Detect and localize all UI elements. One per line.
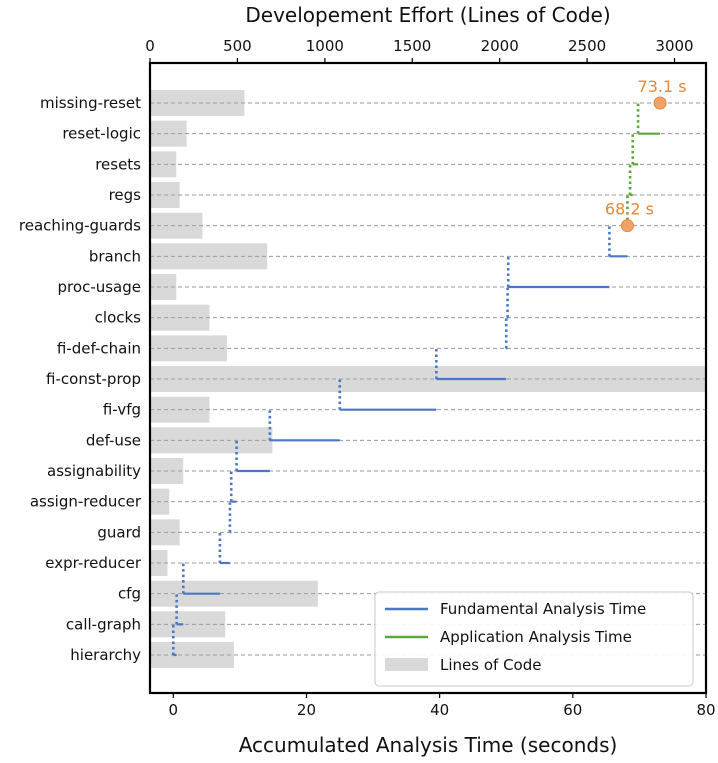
plot-frame [148, 61, 708, 695]
category-label-guard: guard [97, 523, 141, 541]
bottom-tick-label-60: 60 [563, 701, 582, 719]
category-label-clocks: clocks [95, 309, 142, 327]
category-labels-group: hierarchy call-graph cfg expr-reducer guard a… [19, 94, 142, 664]
category-label-expr-reducer: expr-reducer [45, 554, 142, 572]
legend-label-fundamental: Fundamental Analysis Time [440, 600, 646, 618]
bottom-tick-label-0: 0 [169, 701, 179, 719]
category-label-regs: regs [109, 186, 142, 204]
category-label-cfg: cfg [118, 585, 141, 603]
top-tick-label-500: 500 [223, 37, 252, 55]
loc-bar-def-use [150, 427, 273, 454]
category-label-call-graph: call-graph [66, 615, 141, 633]
top-tick-label-1000: 1000 [306, 37, 344, 55]
category-label-assign-reducer: assign-reducer [30, 493, 142, 511]
top-tick-label-3000: 3000 [655, 37, 693, 55]
legend: Fundamental Analysis Time Application An… [374, 591, 694, 687]
bottom-tick-label-80: 80 [696, 701, 715, 719]
top-tick-label-0: 0 [145, 37, 155, 55]
annotation-label-1: 73.1 s [638, 77, 687, 96]
category-label-resets: resets [95, 155, 141, 173]
bottom-tick-label-20: 20 [297, 701, 316, 719]
top-tick-label-2000: 2000 [481, 37, 519, 55]
category-label-reset-logic: reset-logic [62, 125, 141, 143]
category-label-fi-const-prop: fi-const-prop [46, 370, 141, 388]
legend-box [374, 591, 694, 687]
top-axis-title: Developement Effort (Lines of Code) [245, 3, 610, 27]
category-label-branch: branch [89, 247, 141, 265]
category-label-def-use: def-use [86, 431, 141, 449]
category-label-reaching-guards: reaching-guards [19, 217, 141, 235]
category-label-assignability: assignability [47, 462, 141, 480]
ticks-group: 0 20 40 60 80 0 500 1000 1500 2000 2500 3000 [145, 37, 715, 719]
annotations-group: 68.2 s 73.1 s [605, 77, 687, 233]
loc-bar-cfg [150, 580, 318, 607]
category-label-hierarchy: hierarchy [70, 646, 141, 664]
top-tick-label-2500: 2500 [568, 37, 606, 55]
time-lines-group [172, 103, 661, 657]
bottom-axis-title: Accumulated Analysis Time (seconds) [239, 733, 618, 757]
category-label-fi-def-chain: fi-def-chain [57, 339, 141, 357]
top-tick-label-1500: 1500 [393, 37, 431, 55]
legend-swatch-loc [385, 658, 428, 671]
legend-label-application: Application Analysis Time [440, 628, 632, 646]
category-label-proc-usage: proc-usage [58, 278, 141, 296]
annotation-marker-0 [620, 219, 634, 233]
annotation-marker-1 [653, 96, 667, 110]
category-label-fi-vfg: fi-vfg [103, 401, 141, 419]
loc-bar-hierarchy [150, 642, 234, 668]
bottom-tick-label-40: 40 [430, 701, 449, 719]
category-label-missing-reset: missing-reset [40, 94, 141, 112]
legend-label-loc: Lines of Code [440, 656, 541, 674]
annotation-label-0: 68.2 s [605, 200, 654, 219]
